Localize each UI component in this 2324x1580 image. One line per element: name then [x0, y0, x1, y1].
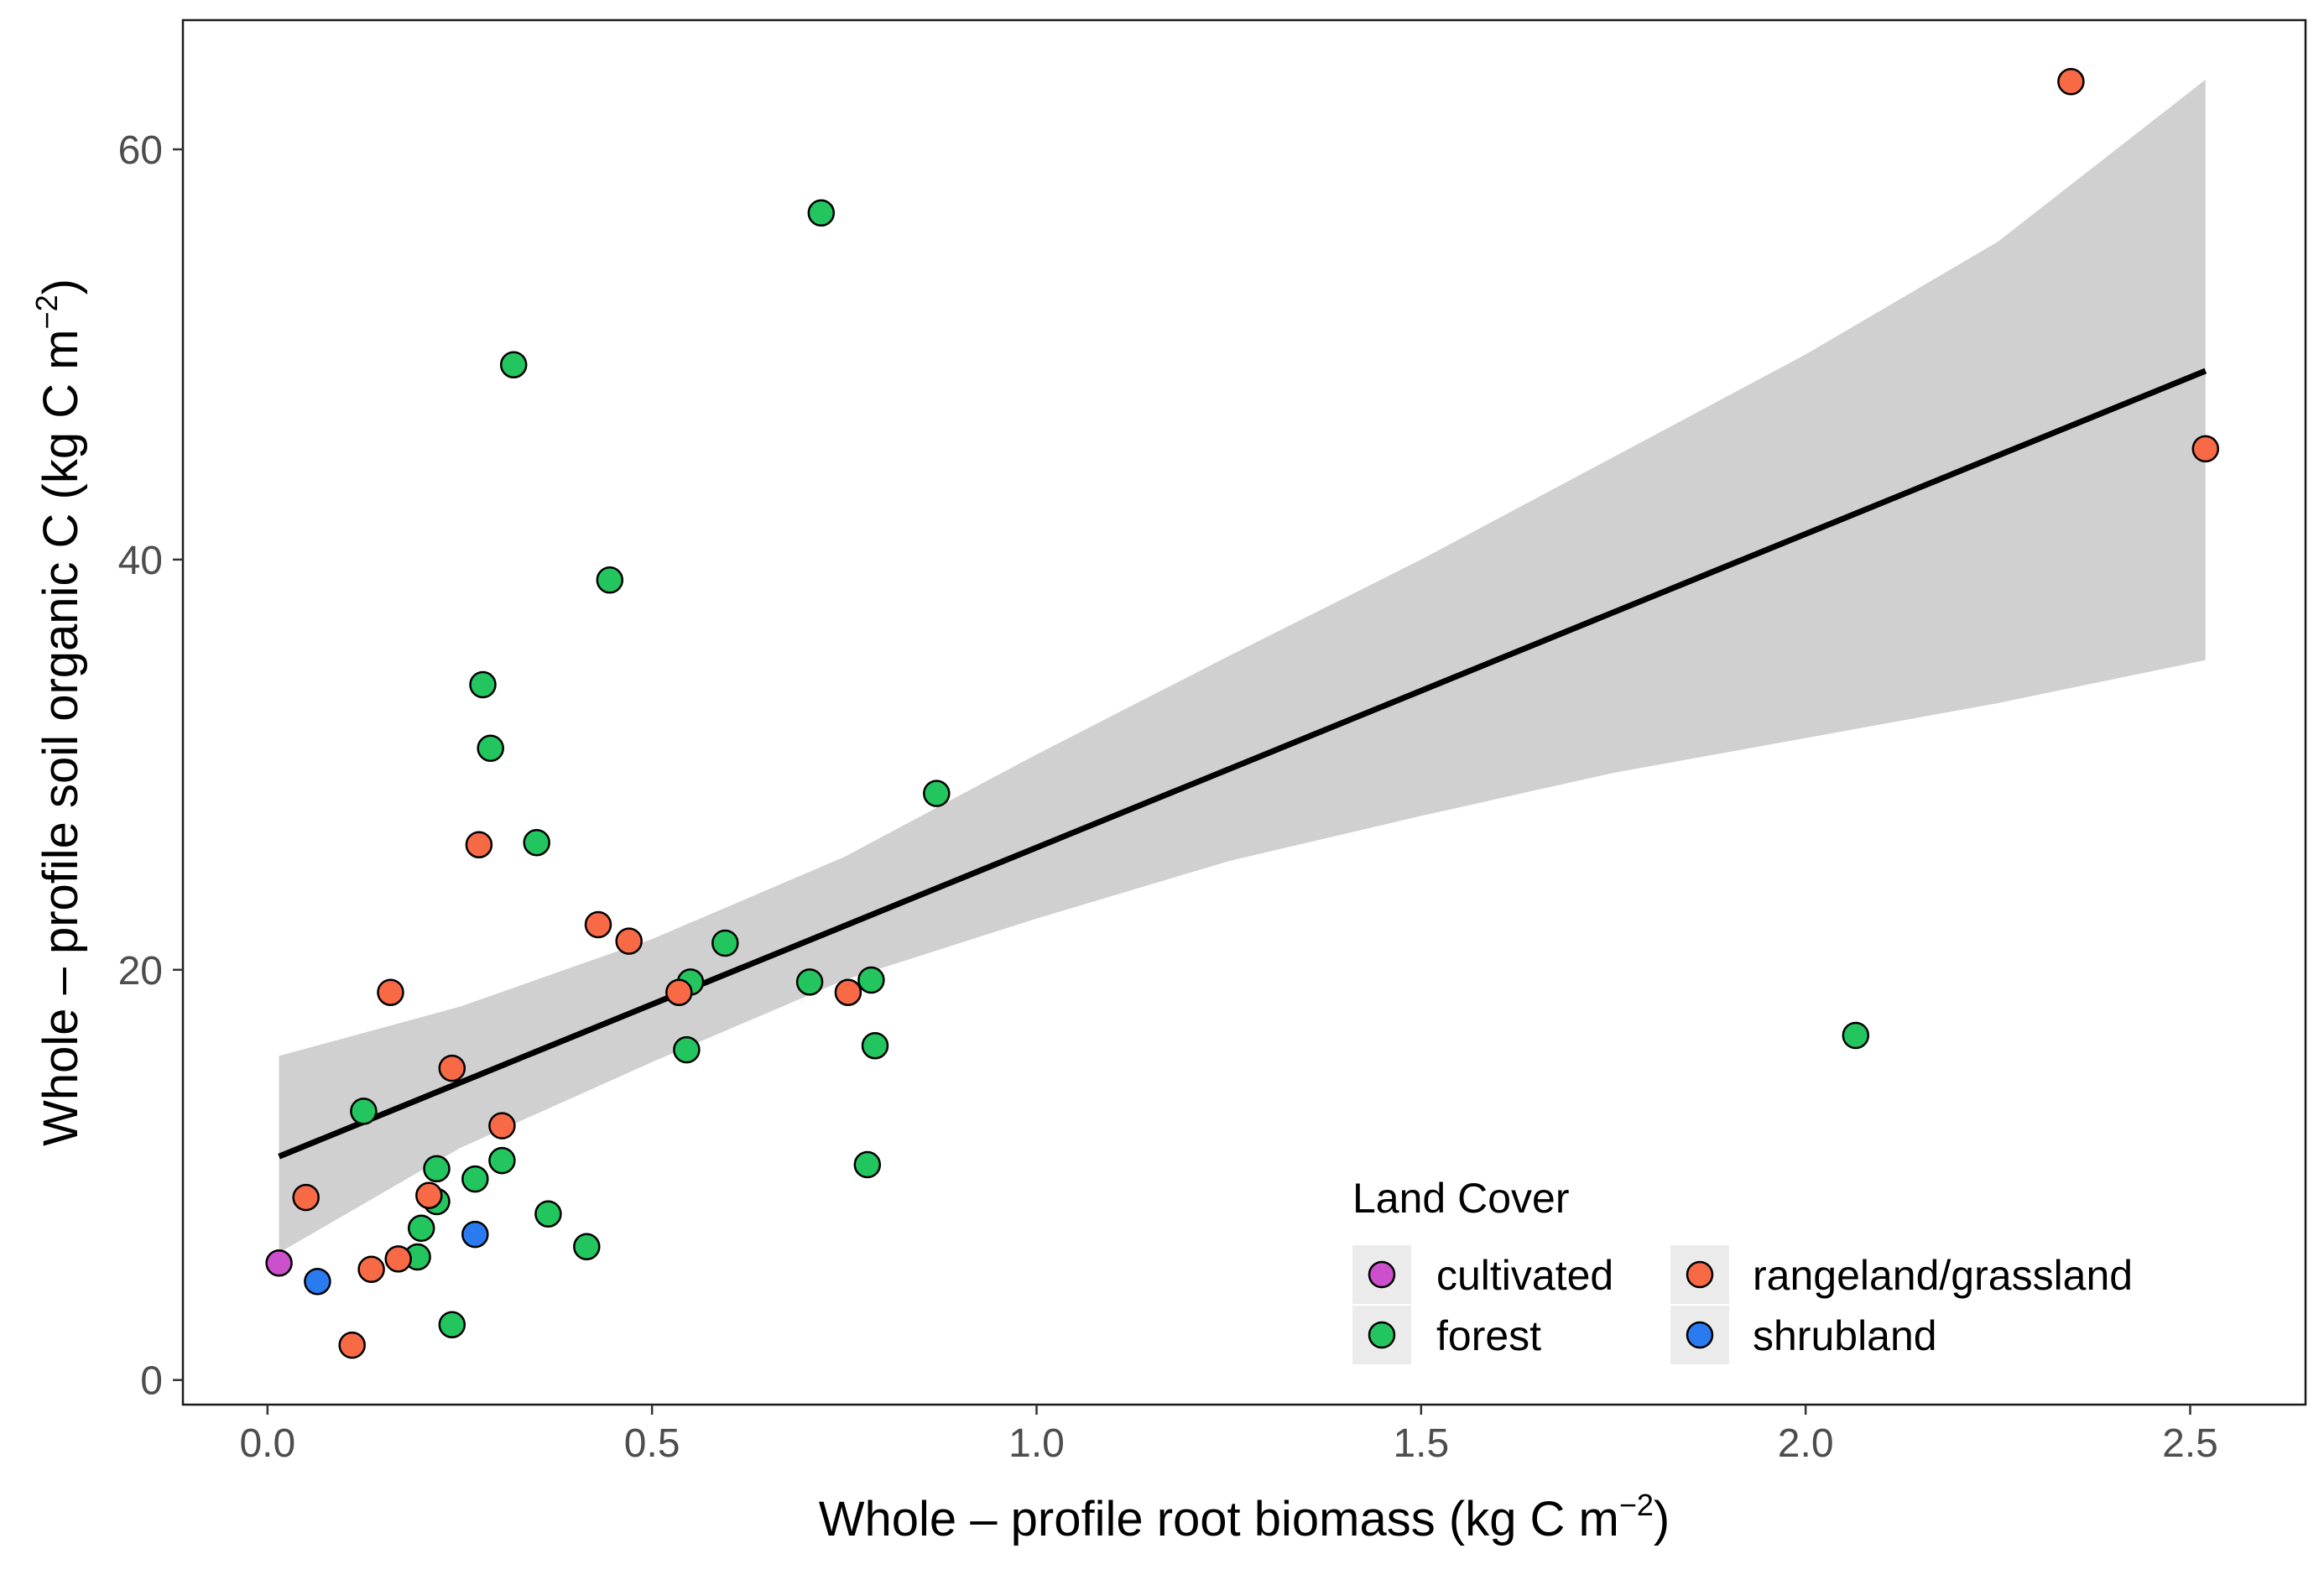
y-axis-title-unit: (kg C m [34, 329, 88, 499]
data-point-forest [1842, 1021, 1870, 1050]
data-point-rangeland-grassland [615, 927, 643, 955]
data-point-forest [857, 966, 885, 994]
data-point-forest [853, 1150, 882, 1179]
data-point-forest [461, 1165, 489, 1193]
y-axis-title: Whole – profile soil organic C (kg C m−2… [29, 279, 88, 1146]
data-point-rangeland-grassland [415, 1181, 443, 1209]
data-point-forest [807, 199, 836, 227]
data-point-forest [477, 734, 504, 763]
data-point-rangeland-grassland [2191, 435, 2220, 463]
legend-key-shrubland [1686, 1321, 1714, 1349]
data-point-shrubland [304, 1268, 331, 1296]
legend-key-cultivated [1368, 1260, 1396, 1289]
data-point-forest [407, 1214, 435, 1243]
legend-label-cultivated: cultivated [1436, 1252, 1613, 1299]
y-axis-title-exponent: −2 [29, 295, 64, 329]
data-point-rangeland-grassland [377, 978, 404, 1006]
data-point-forest [711, 929, 739, 957]
points-layer [265, 68, 2220, 1359]
data-point-forest [350, 1098, 378, 1125]
legend-key-forest [1368, 1321, 1396, 1349]
data-point-forest [534, 1200, 562, 1228]
x-tick-label: 1.5 [1393, 1421, 1449, 1466]
data-point-forest [469, 670, 497, 699]
x-tick-label: 2.5 [2162, 1421, 2218, 1466]
data-point-forest [923, 780, 951, 807]
data-point-forest [499, 351, 528, 378]
data-point-cultivated [265, 1249, 293, 1277]
data-point-rangeland-grassland [584, 910, 612, 939]
x-axis: 0.0 0.5 1.0 1.5 2.0 2.5 [239, 1405, 2218, 1466]
y-axis-title-main: Whole – profile soil organic C [34, 499, 88, 1145]
legend-key-rangeland-grassland [1686, 1260, 1714, 1289]
x-axis-title-main: Whole – profile root biomass [819, 1492, 1449, 1546]
x-axis-title-unit: (kg C m [1449, 1492, 1619, 1546]
y-tick-label: 0 [140, 1359, 163, 1404]
data-point-forest [523, 828, 550, 857]
data-point-rangeland-grassland [665, 978, 693, 1006]
data-point-rangeland-grassland [834, 978, 862, 1006]
data-point-forest [423, 1155, 451, 1183]
x-tick-label: 2.0 [1778, 1421, 1834, 1466]
regression-line [278, 368, 2207, 1160]
y-axis-title-unit-close: ) [34, 279, 88, 295]
x-axis-title: Whole – profile root biomass (kg C m−2) [819, 1488, 1670, 1546]
data-point-forest [573, 1233, 601, 1261]
data-point-rangeland-grassland [384, 1245, 412, 1273]
data-point-forest [673, 1035, 701, 1064]
data-point-rangeland-grassland [292, 1183, 320, 1212]
data-point-forest [861, 1031, 889, 1060]
data-point-rangeland-grassland [2057, 68, 2085, 96]
y-tick-label: 20 [118, 949, 163, 993]
data-point-rangeland-grassland [357, 1255, 385, 1283]
data-point-shrubland [461, 1220, 489, 1249]
y-tick-label: 40 [118, 539, 163, 583]
data-point-forest [795, 968, 824, 996]
legend-label-shrubland: shrubland [1753, 1312, 1937, 1359]
data-point-rangeland-grassland [488, 1112, 516, 1139]
x-axis-title-unit-close: ) [1654, 1492, 1670, 1546]
data-point-forest [596, 566, 624, 594]
legend: Land Cover cultivated forest rangeland/g… [1352, 1175, 2133, 1364]
data-point-rangeland-grassland [338, 1331, 366, 1359]
x-tick-label: 0.5 [624, 1421, 680, 1466]
y-axis: 0 20 40 60 [118, 128, 183, 1404]
legend-label-forest: forest [1436, 1312, 1541, 1359]
x-tick-label: 1.0 [1008, 1421, 1065, 1466]
data-point-forest [488, 1146, 516, 1175]
x-axis-title-exponent: −2 [1619, 1488, 1654, 1522]
x-tick-label: 0.0 [239, 1421, 295, 1466]
data-point-rangeland-grassland [438, 1054, 466, 1082]
data-point-rangeland-grassland [465, 831, 493, 858]
legend-label-rangeland-grassland: rangeland/grassland [1753, 1252, 2133, 1299]
legend-title: Land Cover [1352, 1175, 1570, 1222]
y-tick-label: 60 [118, 128, 163, 173]
data-point-forest [438, 1311, 466, 1338]
fit-line-layer [278, 368, 2207, 1160]
